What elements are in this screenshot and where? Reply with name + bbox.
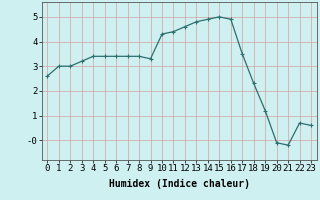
X-axis label: Humidex (Indice chaleur): Humidex (Indice chaleur) (109, 179, 250, 189)
